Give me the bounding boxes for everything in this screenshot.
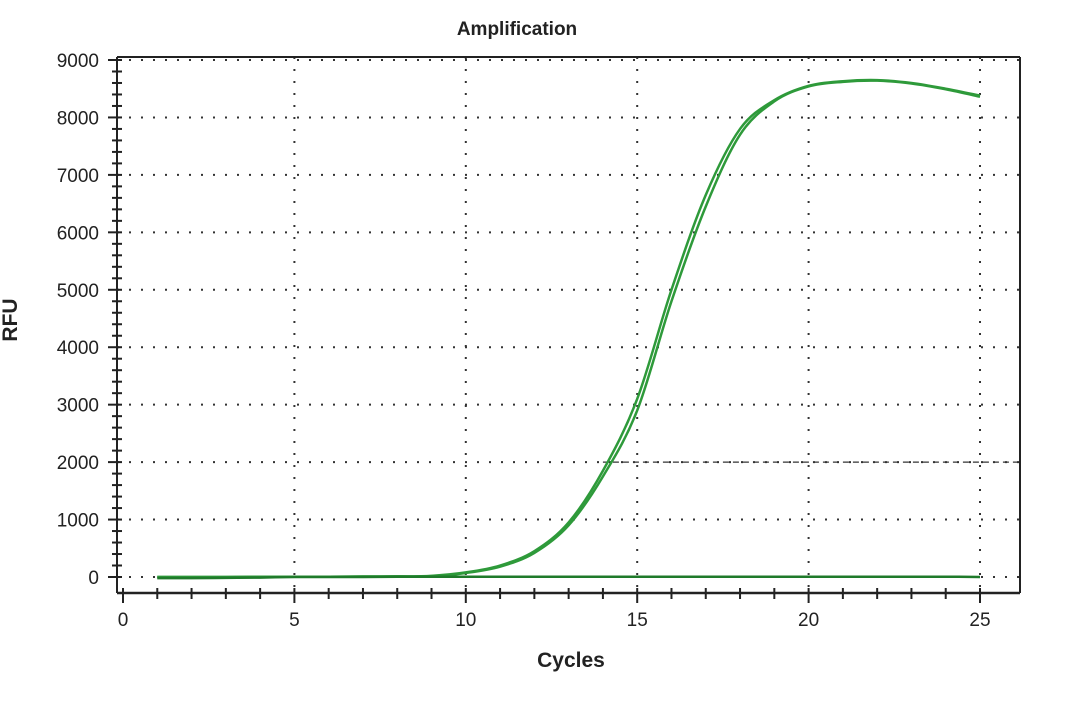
y-tick-label: 0 <box>88 568 99 589</box>
y-tick-label: 8000 <box>57 108 99 129</box>
y-tick-label: 4000 <box>57 338 99 359</box>
series-line-2 <box>157 79 981 579</box>
x-tick-label: 20 <box>798 610 819 631</box>
chart-title: Amplification <box>457 19 577 40</box>
x-tick-label: 5 <box>289 610 300 631</box>
x-axis-label: Cycles <box>537 649 605 672</box>
y-tick-label: 2000 <box>57 453 99 474</box>
y-axis-label: RFU <box>0 298 22 341</box>
y-tick-label: 1000 <box>57 511 99 532</box>
x-tick-label: 10 <box>455 610 476 631</box>
y-tick-label: 9000 <box>57 51 99 72</box>
x-tick-label: 15 <box>627 610 648 631</box>
y-tick-label: 7000 <box>57 166 99 187</box>
y-tick-label: 3000 <box>57 396 99 417</box>
series-line-1 <box>157 78 981 579</box>
x-tick-label: 0 <box>118 610 129 631</box>
series-line-3 <box>157 575 981 580</box>
y-tick-label: 5000 <box>57 281 99 302</box>
y-tick-label: 6000 <box>57 223 99 244</box>
x-tick-label: 25 <box>969 610 990 631</box>
